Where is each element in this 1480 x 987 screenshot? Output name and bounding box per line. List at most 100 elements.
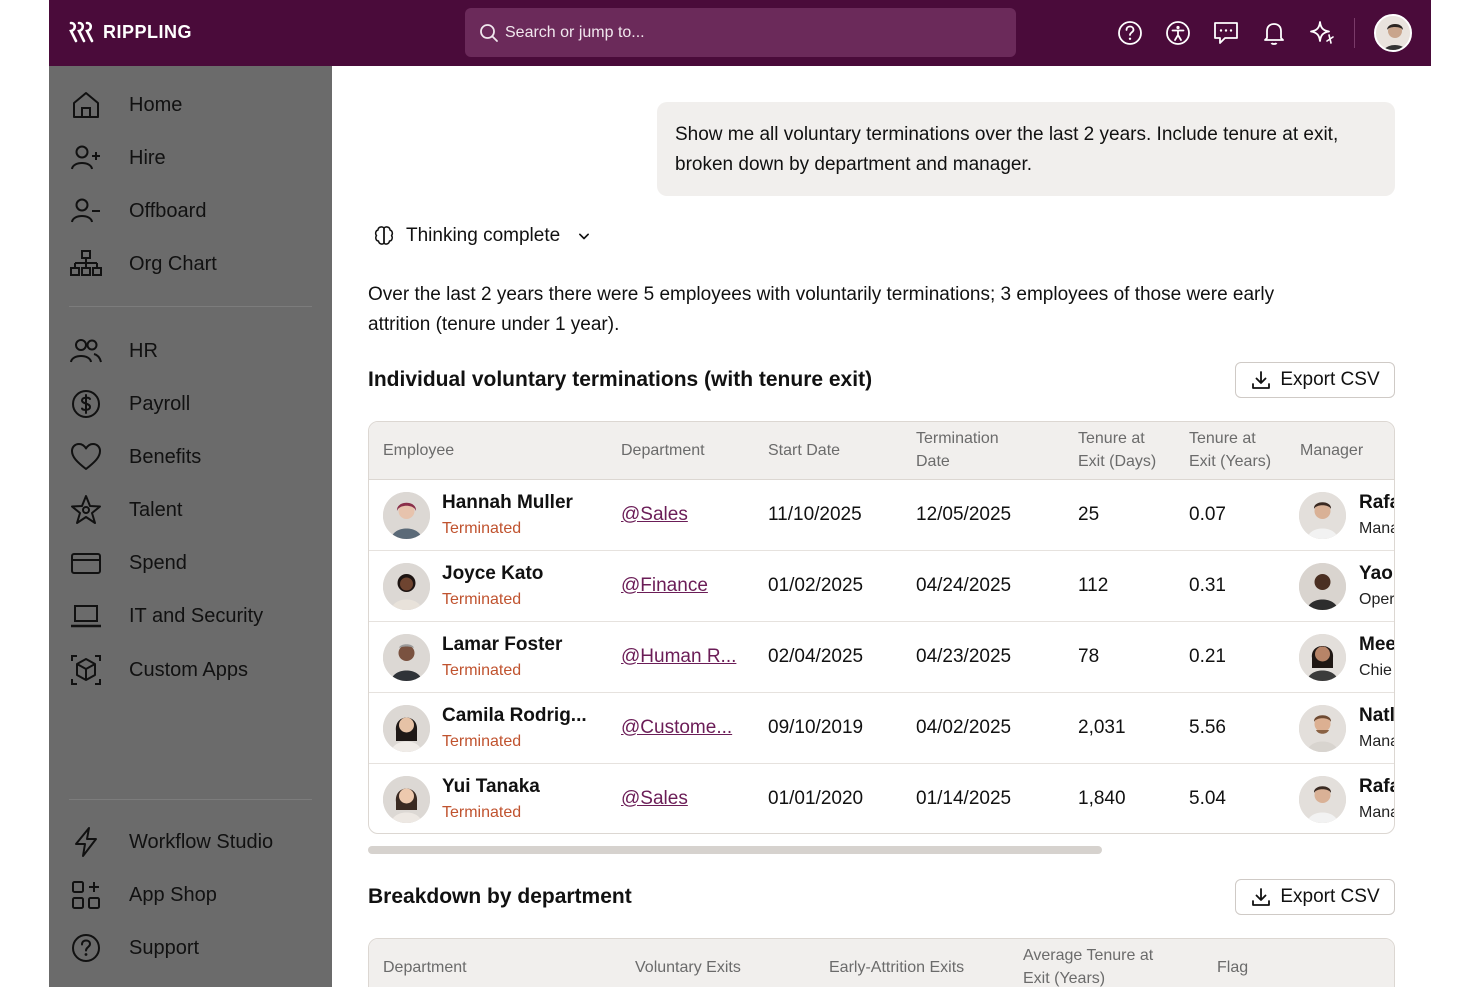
export-csv-button[interactable]: Export CSV: [1235, 879, 1395, 915]
col-average-tenure[interactable]: Average Tenure at Exit (Years): [1023, 944, 1153, 987]
sidebar-item-it-security[interactable]: IT and Security: [69, 596, 263, 636]
department-link[interactable]: @Sales: [621, 504, 688, 525]
user-add-icon: [71, 145, 100, 170]
thinking-toggle[interactable]: Thinking complete: [372, 224, 594, 248]
export-csv-button[interactable]: Export CSV: [1235, 362, 1395, 398]
sidebar-item-label: Benefits: [129, 445, 202, 468]
employee-name[interactable]: Joyce Kato: [442, 563, 544, 584]
tenure-days: 78: [1078, 646, 1100, 667]
sidebar-item-custom-apps[interactable]: Custom Apps: [69, 650, 248, 690]
bell-icon[interactable]: [1257, 16, 1291, 50]
col-tenure-years-line1: Tenure at: [1189, 430, 1256, 447]
department-link[interactable]: @Human R...: [621, 646, 737, 667]
termination-date: 01/14/2025: [916, 788, 1012, 809]
search-icon: [480, 23, 498, 42]
sidebar-item-workflow-studio[interactable]: Workflow Studio: [69, 822, 273, 862]
sidebar-item-label: Offboard: [129, 199, 207, 222]
employee-avatar: [383, 492, 430, 539]
start-date: 11/10/2025: [768, 504, 862, 525]
col-tenure-years-line2: Exit (Years): [1189, 453, 1272, 470]
start-date: 02/04/2025: [768, 646, 864, 667]
col-termination-date-line2: Date: [916, 453, 950, 470]
col-employee[interactable]: Employee: [383, 442, 455, 459]
termination-date: 12/05/2025: [916, 504, 1012, 525]
tenure-years: 5.56: [1189, 717, 1226, 738]
col-flag[interactable]: Flag: [1217, 959, 1249, 976]
sidebar-item-hr[interactable]: HR: [69, 331, 158, 371]
sidebar-item-offboard[interactable]: Offboard: [69, 191, 206, 231]
termination-date: 04/23/2025: [916, 646, 1012, 667]
sidebar-item-home[interactable]: Home: [69, 85, 182, 125]
termination-date: 04/02/2025: [916, 717, 1012, 738]
search-input[interactable]: Search or jump to...: [465, 8, 1016, 57]
feedback-icon[interactable]: [1209, 16, 1243, 50]
search-placeholder: Search or jump to...: [505, 23, 645, 41]
sidebar-item-talent[interactable]: Talent: [69, 490, 182, 530]
grid-plus-icon: [72, 881, 100, 909]
department-link[interactable]: @Sales: [621, 788, 688, 809]
start-date: 01/02/2025: [768, 575, 864, 596]
ai-sparkle-icon[interactable]: [1305, 16, 1339, 50]
sidebar-item-org-chart[interactable]: Org Chart: [69, 244, 217, 284]
sidebar-item-payroll[interactable]: Payroll: [69, 384, 190, 424]
col-tenure-days[interactable]: Tenure at Exit (Days): [1078, 427, 1156, 473]
bolt-icon: [75, 827, 97, 857]
app-logo[interactable]: RIPPLING: [69, 21, 192, 43]
status-badge: Terminated: [442, 733, 522, 750]
assistant-summary: Over the last 2 years there were 5 emplo…: [368, 284, 1275, 335]
export-csv-label: Export CSV: [1280, 886, 1380, 907]
col-termination-date[interactable]: Termination Date: [916, 427, 999, 473]
col-department[interactable]: Department: [621, 442, 705, 459]
sidebar-item-label: Hire: [129, 146, 166, 169]
col-department[interactable]: Department: [383, 959, 467, 976]
manager-name[interactable]: Rafa: [1359, 776, 1394, 797]
terminations-title: Individual voluntary terminations (with …: [368, 368, 873, 391]
employee-name[interactable]: Lamar Foster: [442, 634, 563, 655]
dollar-icon: [72, 390, 100, 418]
help-icon[interactable]: [1113, 16, 1147, 50]
sidebar-item-label: Spend: [129, 551, 187, 574]
sidebar-item-label: Talent: [129, 498, 183, 521]
sidebar-item-support[interactable]: Support: [69, 928, 199, 968]
manager-name[interactable]: Yao: [1359, 563, 1393, 584]
table-row[interactable]: Hannah Muller Terminated @Sales 11/10/20…: [369, 480, 1394, 551]
table-row[interactable]: Yui Tanaka Terminated @Sales 01/01/2020 …: [369, 764, 1394, 833]
sidebar-item-label: IT and Security: [129, 604, 264, 627]
col-manager[interactable]: Manager: [1300, 442, 1364, 459]
chevron-down-icon: [579, 233, 590, 240]
heart-icon: [71, 443, 101, 470]
manager-name[interactable]: Natl: [1359, 705, 1395, 726]
sidebar-item-hire[interactable]: Hire: [69, 138, 166, 178]
star-icon: [71, 495, 101, 524]
department-link[interactable]: @Finance: [621, 575, 708, 596]
table-row[interactable]: Lamar Foster Terminated @Human R... 02/0…: [369, 622, 1395, 693]
table-row[interactable]: Joyce Kato Terminated @Finance 01/02/202…: [369, 551, 1394, 622]
accessibility-icon[interactable]: [1161, 16, 1195, 50]
status-badge: Terminated: [442, 520, 522, 537]
table-header: Department Voluntary Exits Early-Attriti…: [369, 939, 1394, 987]
employee-name[interactable]: Camila Rodrig...: [442, 705, 587, 726]
manager-name[interactable]: Mee: [1359, 634, 1395, 655]
help-circle-icon: [72, 934, 100, 962]
employee-name[interactable]: Hannah Muller: [442, 492, 573, 513]
manager-name[interactable]: Rafa: [1359, 492, 1394, 513]
sidebar-item-app-shop[interactable]: App Shop: [69, 875, 217, 915]
people-icon: [70, 339, 102, 363]
table-horizontal-scrollbar[interactable]: [368, 846, 1102, 854]
employee-name[interactable]: Yui Tanaka: [442, 776, 540, 797]
department-link[interactable]: @Custome...: [621, 717, 733, 738]
manager-title: Mana: [1359, 733, 1394, 750]
sidebar-item-spend[interactable]: Spend: [69, 543, 187, 583]
table-row[interactable]: Camila Rodrig... Terminated @Custome... …: [369, 693, 1395, 764]
top-bar-divider: [1354, 18, 1355, 48]
col-early-attrition[interactable]: Early-Attrition Exits: [829, 959, 965, 976]
col-start-date[interactable]: Start Date: [768, 442, 841, 459]
col-average-tenure-line2: Exit (Years): [1023, 970, 1106, 987]
status-badge: Terminated: [442, 591, 522, 608]
col-voluntary-exits[interactable]: Voluntary Exits: [635, 959, 741, 976]
breakdown-table: Department Voluntary Exits Early-Attriti…: [368, 938, 1395, 987]
sidebar-item-benefits[interactable]: Benefits: [69, 437, 201, 477]
user-avatar[interactable]: [1374, 14, 1412, 52]
col-tenure-years[interactable]: Tenure at Exit (Years): [1189, 427, 1271, 473]
home-icon: [73, 92, 99, 118]
